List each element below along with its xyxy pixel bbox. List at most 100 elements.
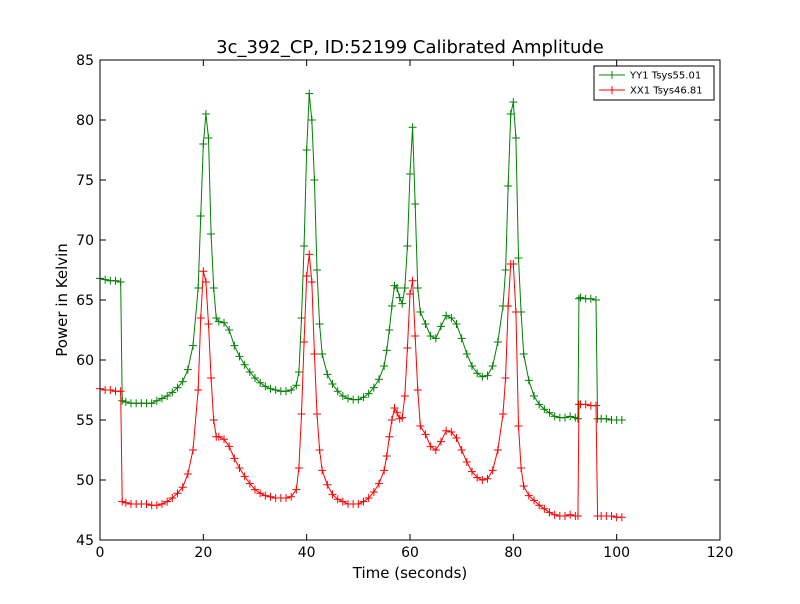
data-point-marker — [196, 212, 205, 220]
data-point-marker — [550, 510, 559, 519]
data-point-marker — [511, 308, 520, 316]
data-point-marker — [251, 485, 259, 494]
data-point-marker — [387, 416, 396, 424]
data-point-marker — [426, 332, 435, 340]
data-point-marker — [617, 416, 626, 424]
data-point-marker — [517, 464, 526, 472]
legend: YY1 Tsys55.01 XX1 Tsys46.81 — [593, 65, 715, 101]
data-point-marker — [382, 346, 391, 355]
data-point-marker — [602, 414, 611, 423]
data-point-marker — [380, 466, 389, 475]
data-point-marker — [457, 446, 466, 454]
data-point-marker — [359, 393, 368, 402]
data-point-marker — [375, 479, 383, 488]
data-point-marker — [315, 320, 324, 328]
data-point-marker — [561, 512, 569, 520]
data-point-marker — [406, 170, 414, 178]
data-point-marker — [369, 383, 378, 392]
data-point-marker — [207, 230, 216, 238]
data-point-marker — [574, 294, 583, 303]
data-point-marker — [473, 473, 482, 482]
data-point-marker — [576, 293, 585, 302]
x-tick-label: 120 — [707, 545, 734, 561]
data-point-marker — [395, 293, 404, 302]
data-point-marker — [506, 110, 515, 118]
data-point-marker — [315, 446, 324, 454]
data-point-marker — [209, 416, 218, 424]
data-point-marker — [519, 482, 528, 490]
data-point-marker — [220, 435, 228, 444]
data-point-marker — [310, 350, 319, 358]
data-point-marker — [468, 362, 476, 370]
legend-label: XX1 Tsys46.81 — [630, 86, 703, 97]
data-point-marker — [235, 464, 244, 472]
data-point-marker — [118, 396, 127, 405]
data-point-marker — [142, 500, 151, 508]
data-point-marker — [302, 272, 311, 280]
data-point-marker — [442, 311, 451, 320]
data-point-marker — [196, 314, 205, 322]
data-point-marker — [305, 250, 314, 259]
data-point-marker — [592, 296, 600, 304]
data-point-marker — [266, 492, 275, 501]
data-point-marker — [173, 489, 182, 498]
data-point-marker — [545, 508, 554, 517]
y-tick-label: 60 — [76, 353, 94, 369]
data-point-marker — [297, 410, 306, 418]
data-point-marker — [201, 110, 210, 118]
data-point-marker — [483, 371, 492, 380]
data-point-marker — [168, 494, 177, 502]
data-point-marker — [189, 341, 197, 350]
series-2 — [96, 250, 626, 522]
data-point-marker — [403, 344, 412, 352]
data-point-marker — [338, 497, 347, 506]
data-point-marker — [147, 399, 156, 408]
data-point-marker — [292, 381, 301, 390]
data-point-marker — [447, 428, 456, 436]
data-point-marker — [411, 332, 420, 340]
data-point-marker — [287, 492, 296, 501]
data-point-marker — [199, 140, 208, 148]
data-point-marker — [431, 334, 440, 343]
data-point-marker — [297, 314, 306, 322]
data-point-marker — [245, 479, 254, 488]
data-point-marker — [121, 498, 130, 507]
y-tick-label: 80 — [76, 113, 94, 129]
series-line — [99, 93, 622, 421]
data-point-marker — [519, 350, 528, 358]
data-point-marker — [207, 374, 216, 382]
data-point-marker — [566, 510, 575, 519]
data-point-marker — [307, 116, 316, 124]
data-point-marker — [468, 467, 476, 476]
series-layer — [96, 89, 626, 522]
data-point-marker — [511, 134, 520, 142]
data-point-marker — [509, 260, 518, 268]
data-point-marker — [183, 470, 192, 478]
data-point-marker — [406, 290, 414, 298]
legend-marker — [608, 71, 616, 79]
data-point-marker — [305, 89, 314, 98]
data-point-marker — [152, 396, 161, 405]
data-point-marker — [333, 387, 342, 396]
x-tick-label: 40 — [298, 545, 316, 561]
data-point-marker — [300, 338, 309, 346]
data-point-marker — [209, 284, 218, 292]
series-1 — [96, 89, 626, 424]
data-point-marker — [566, 412, 575, 421]
data-point-marker — [118, 497, 127, 506]
chart-title: 3c_392_CP, ID:52199 Calibrated Amplitude — [216, 37, 604, 58]
data-point-marker — [168, 388, 177, 397]
data-point-marker — [230, 454, 239, 463]
data-point-marker — [256, 489, 265, 498]
data-point-marker — [323, 480, 332, 489]
data-point-marker — [421, 320, 430, 328]
data-point-marker — [116, 278, 125, 286]
data-point-marker — [413, 284, 422, 292]
data-point-marker — [158, 394, 166, 403]
y-tick-label: 75 — [76, 173, 94, 189]
data-point-marker — [473, 369, 482, 378]
data-point-marker — [204, 320, 213, 328]
data-point-marker — [413, 386, 422, 394]
data-point-marker — [592, 401, 600, 410]
